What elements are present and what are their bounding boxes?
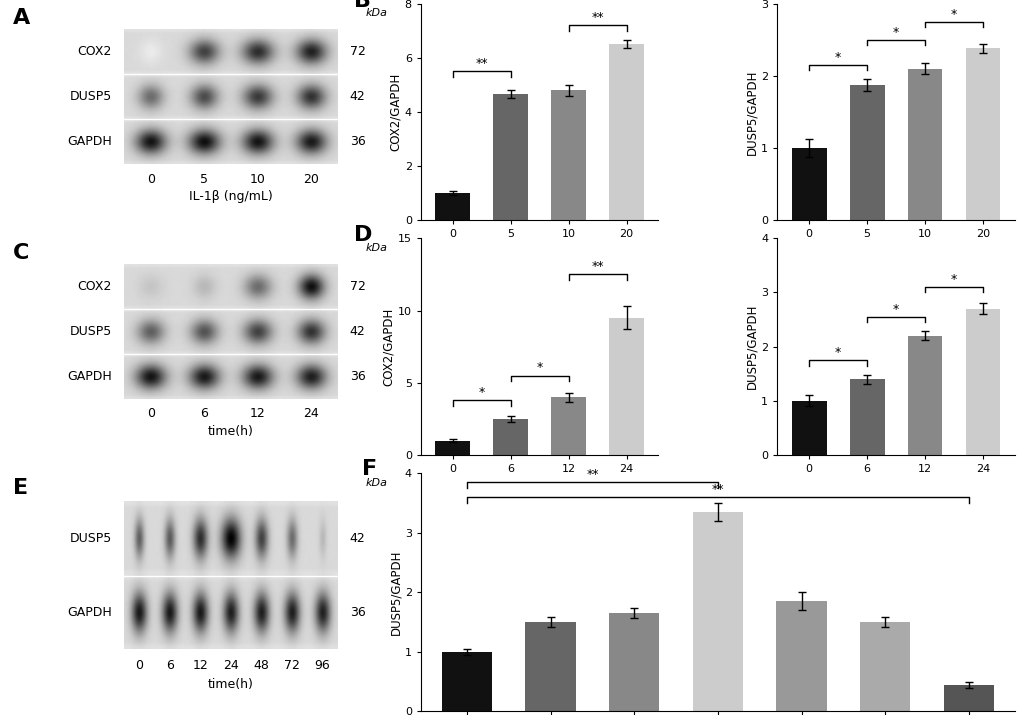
Text: C: C [13, 242, 30, 262]
Bar [550, 398, 586, 455]
Text: 20: 20 [303, 172, 319, 186]
Bar [435, 440, 470, 455]
Text: 72: 72 [350, 280, 365, 293]
Text: **: ** [586, 468, 598, 480]
Y-axis label: DUSP5/GAPDH: DUSP5/GAPDH [745, 304, 757, 390]
Bar [907, 336, 942, 455]
Bar [493, 419, 528, 455]
Text: 96: 96 [314, 659, 330, 672]
Text: 0: 0 [147, 408, 155, 420]
Text: 5: 5 [200, 172, 208, 186]
Text: 42: 42 [350, 325, 365, 338]
Text: COX2: COX2 [77, 280, 112, 293]
Text: *: * [892, 302, 899, 316]
Text: 12: 12 [250, 408, 265, 420]
Text: kDa: kDa [365, 8, 387, 18]
Text: 0: 0 [136, 659, 143, 672]
Text: 12: 12 [193, 659, 208, 672]
Text: *: * [478, 386, 484, 399]
Bar [849, 379, 883, 455]
Bar [859, 622, 909, 711]
Text: COX2: COX2 [77, 46, 112, 59]
Bar [608, 613, 658, 711]
Bar [441, 652, 491, 711]
Bar [525, 622, 575, 711]
Text: kDa: kDa [365, 478, 387, 488]
Text: 36: 36 [350, 606, 365, 619]
Text: *: * [950, 8, 956, 21]
Text: 42: 42 [350, 532, 365, 545]
X-axis label: Time(h): Time(h) [517, 477, 562, 490]
Text: GAPDH: GAPDH [67, 606, 112, 619]
Text: DUSP5: DUSP5 [69, 532, 112, 545]
Text: 42: 42 [350, 90, 365, 103]
Text: F: F [361, 458, 376, 478]
Text: IL-1β (ng/mL): IL-1β (ng/mL) [189, 190, 272, 203]
Bar [965, 309, 1000, 455]
Text: *: * [835, 346, 841, 359]
Text: DUSP5: DUSP5 [69, 325, 112, 338]
Text: time(h): time(h) [208, 678, 254, 691]
Text: 6: 6 [200, 408, 208, 420]
Y-axis label: COX2/GAPDH: COX2/GAPDH [388, 73, 401, 151]
Text: 36: 36 [350, 135, 365, 148]
Text: 72: 72 [283, 659, 300, 672]
Y-axis label: DUSP5/GAPDH: DUSP5/GAPDH [745, 69, 757, 154]
Text: 24: 24 [303, 408, 319, 420]
Text: *: * [835, 51, 841, 64]
Text: kDa: kDa [365, 242, 387, 252]
Text: *: * [892, 26, 899, 39]
Text: *: * [536, 362, 542, 375]
Text: time(h): time(h) [208, 425, 254, 438]
Text: *: * [950, 273, 956, 286]
Bar [791, 148, 825, 220]
Bar [493, 94, 528, 220]
Text: A: A [13, 8, 31, 28]
Bar [550, 90, 586, 220]
Y-axis label: DUSP5/GAPDH: DUSP5/GAPDH [388, 550, 401, 635]
Bar [775, 601, 825, 711]
Text: 0: 0 [147, 172, 155, 186]
Text: **: ** [591, 11, 603, 24]
Bar [608, 317, 643, 455]
Y-axis label: COX2/GAPDH: COX2/GAPDH [382, 307, 394, 386]
Text: B: B [354, 0, 371, 11]
Bar [692, 512, 742, 711]
Text: **: ** [475, 57, 487, 70]
Text: D: D [354, 225, 372, 245]
Text: E: E [13, 478, 29, 498]
Text: GAPDH: GAPDH [67, 135, 112, 148]
Text: 10: 10 [250, 172, 265, 186]
Bar [943, 684, 993, 711]
Bar [965, 49, 1000, 220]
Text: 36: 36 [350, 370, 365, 383]
Bar [849, 85, 883, 220]
Text: 24: 24 [223, 659, 238, 672]
Text: 48: 48 [253, 659, 269, 672]
X-axis label: IL-1β（ng/mL）: IL-1β（ng/mL） [499, 242, 579, 255]
Bar [907, 69, 942, 220]
X-axis label: Time(h): Time(h) [872, 477, 918, 490]
X-axis label: IL-1β（ng/mL）: IL-1β（ng/mL） [855, 242, 935, 255]
Text: DUSP5: DUSP5 [69, 90, 112, 103]
Text: **: ** [711, 483, 723, 495]
Text: 72: 72 [350, 46, 365, 59]
Bar [608, 44, 643, 220]
Text: GAPDH: GAPDH [67, 370, 112, 383]
Bar [435, 193, 470, 220]
Text: **: ** [591, 260, 603, 273]
Bar [791, 401, 825, 455]
Text: 6: 6 [166, 659, 173, 672]
